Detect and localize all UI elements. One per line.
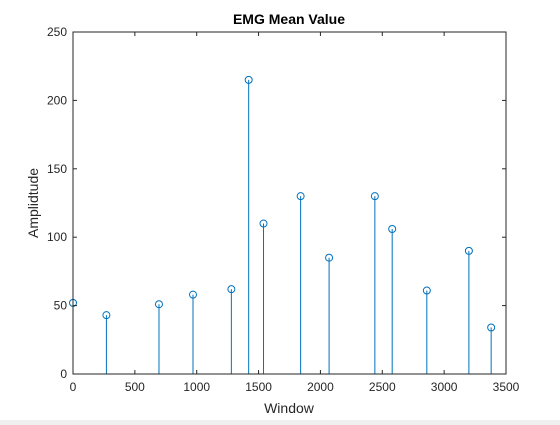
- stem-marker: [102, 311, 111, 320]
- stem-marker: [154, 300, 163, 309]
- stem-point: [370, 192, 379, 374]
- stem-point: [464, 246, 473, 374]
- stem-point: [388, 224, 397, 374]
- stem-point: [154, 300, 163, 374]
- chart-title: EMG Mean Value: [233, 11, 345, 27]
- stem-point: [227, 285, 236, 374]
- stem-point: [102, 311, 111, 374]
- stem-marker: [422, 286, 431, 295]
- stem-marker: [244, 75, 253, 84]
- x-tick-label: 2000: [307, 380, 334, 394]
- x-tick-label: 2500: [369, 380, 396, 394]
- stem-marker: [388, 224, 397, 233]
- stem-marker: [464, 246, 473, 255]
- y-tick-label: 200: [47, 93, 67, 107]
- stem-marker: [487, 323, 496, 332]
- stem-marker: [189, 290, 198, 299]
- stem-marker: [370, 192, 379, 201]
- x-tick-label: 500: [125, 380, 145, 394]
- x-tick-label: 1500: [245, 380, 272, 394]
- y-tick-label: 50: [54, 299, 68, 313]
- stem-point: [296, 192, 305, 374]
- stem-point: [259, 219, 268, 374]
- x-tick-label: 1000: [183, 380, 210, 394]
- stem-point: [422, 286, 431, 374]
- plot-area: [73, 32, 506, 374]
- x-tick-label: 0: [70, 380, 77, 394]
- y-tick-label: 250: [47, 25, 67, 39]
- x-axis-label: Window: [264, 400, 315, 416]
- stem-point: [244, 75, 253, 374]
- axes-frame: [72, 31, 507, 375]
- y-tick-label: 100: [47, 230, 67, 244]
- y-axis-label: Amplidtude: [25, 168, 41, 238]
- x-tick-label: 3000: [431, 380, 458, 394]
- y-axis-ticks: 0 50 100 150 200 250: [47, 25, 506, 381]
- stem-point: [487, 323, 496, 374]
- stem-marker: [259, 219, 268, 228]
- x-axis-ticks: 0 500 1000 1500 2000 2500 3000 3500: [70, 32, 520, 394]
- stem-marker: [227, 285, 236, 294]
- stem-series: [69, 75, 496, 374]
- y-tick-label: 0: [60, 367, 67, 381]
- axes-box: [72, 31, 507, 375]
- x-tick-label: 3500: [493, 380, 520, 394]
- stem-point: [189, 290, 198, 374]
- y-tick-label: 150: [47, 162, 67, 176]
- stem-point: [325, 253, 334, 374]
- stem-marker: [296, 192, 305, 201]
- stem-marker: [325, 253, 334, 262]
